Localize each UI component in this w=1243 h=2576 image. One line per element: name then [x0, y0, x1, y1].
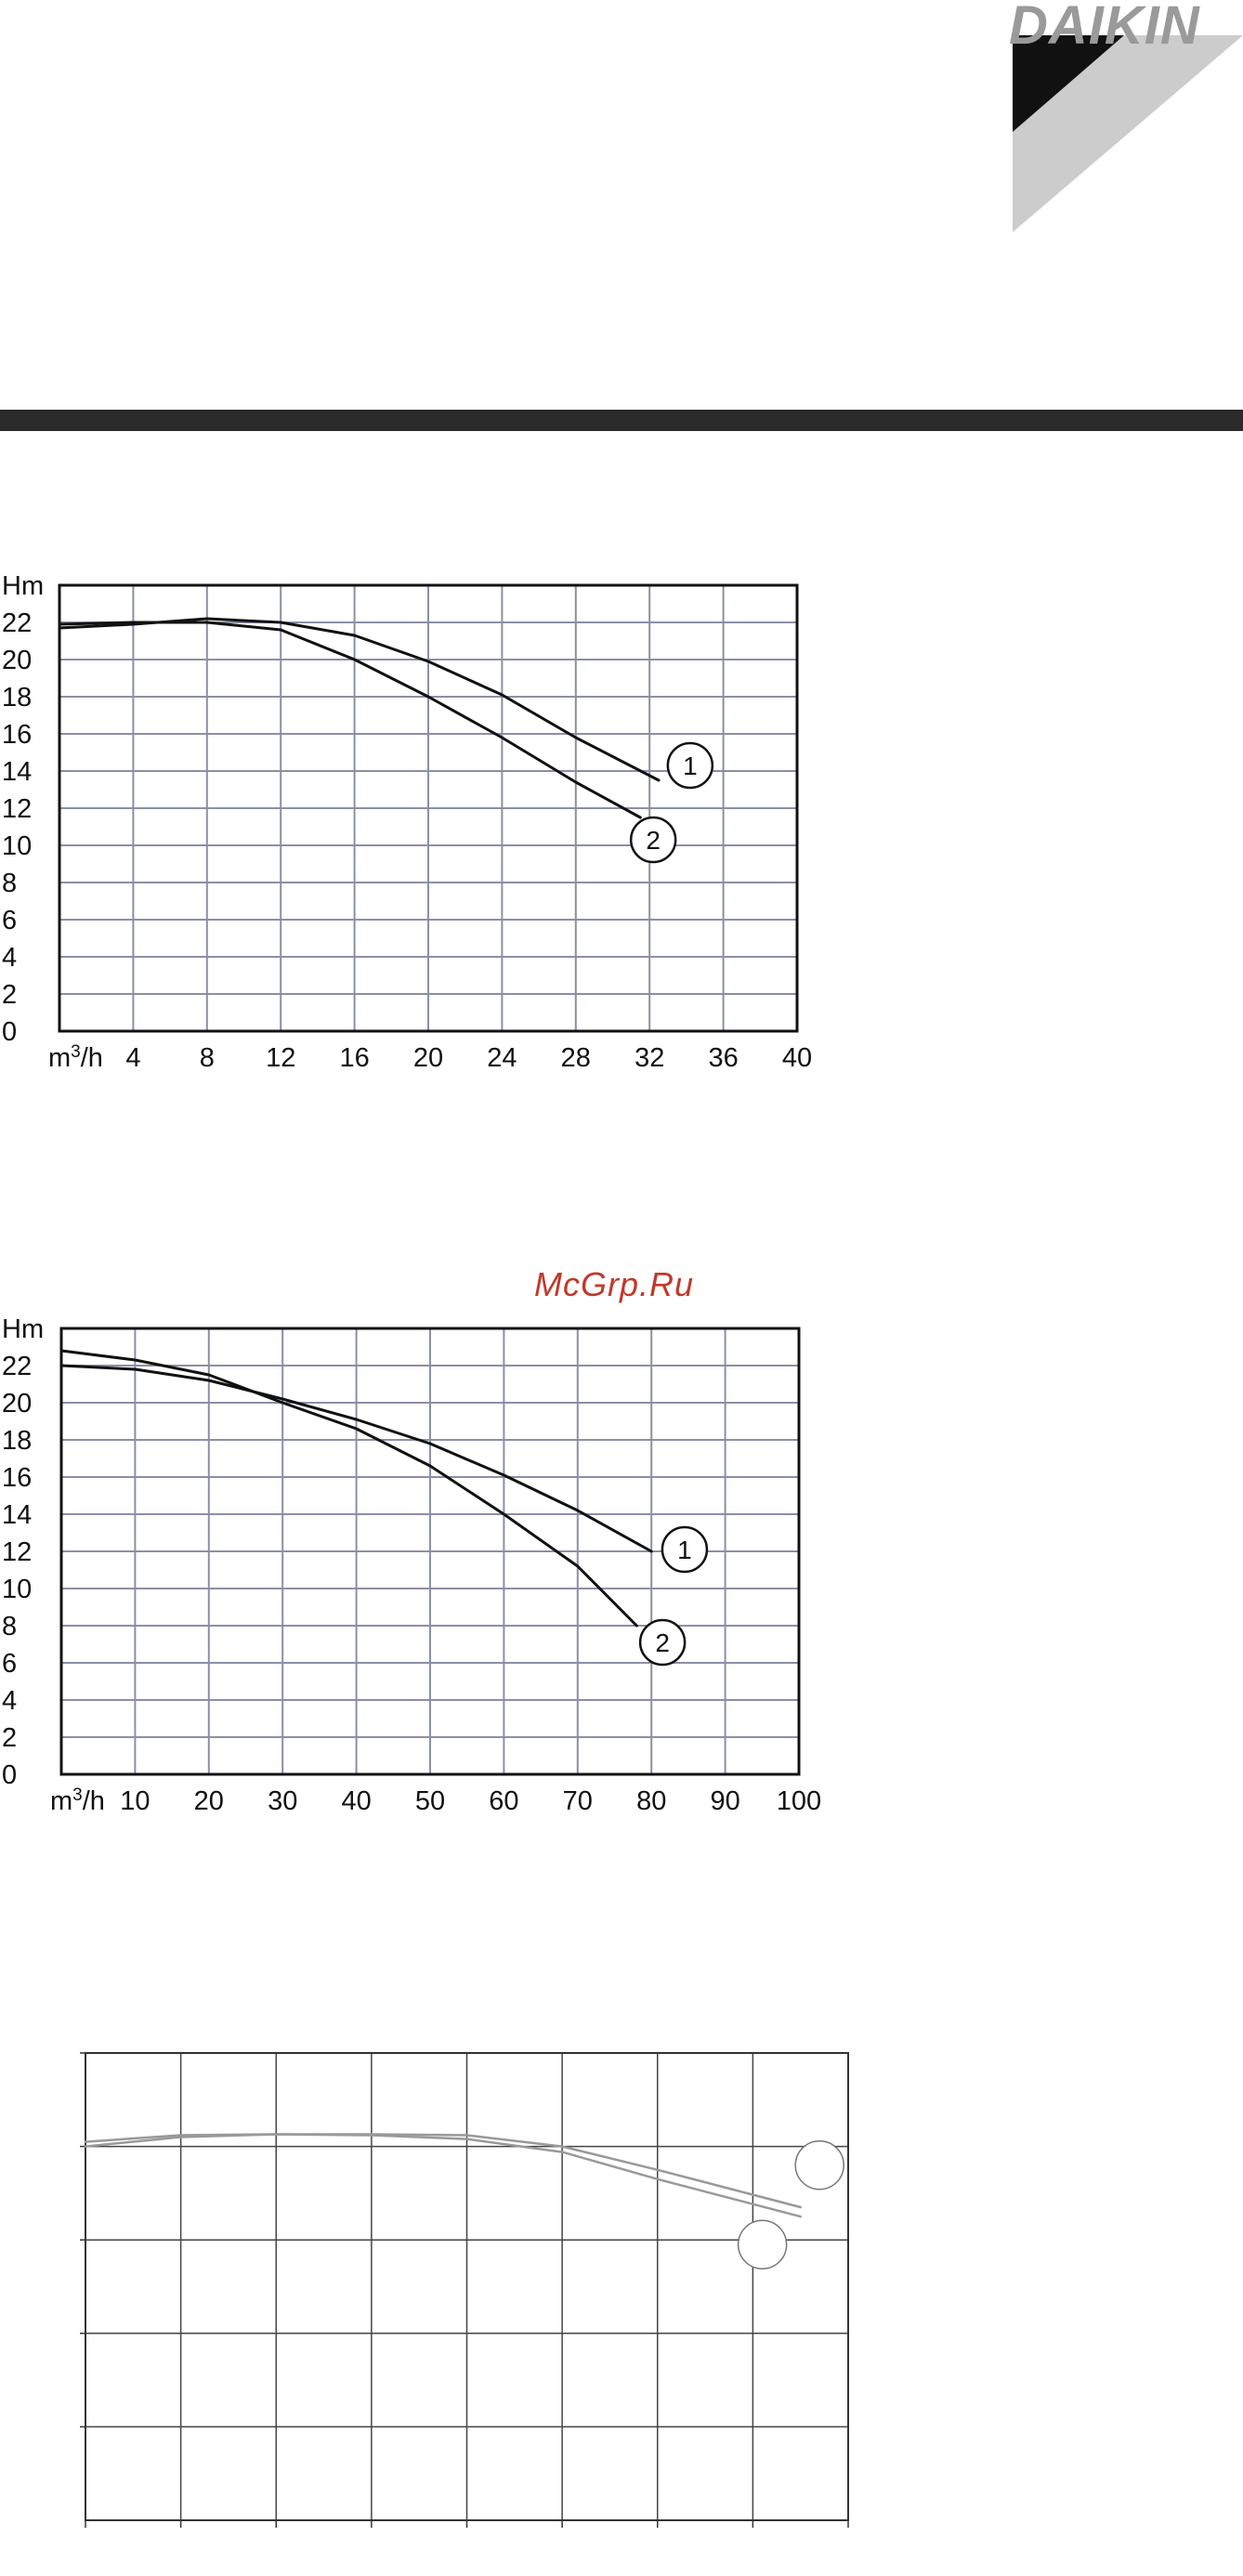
- x-tick-label: 36: [708, 1043, 738, 1073]
- series-line-2: [84, 2133, 802, 2218]
- y-tick-label: 0: [2, 1017, 17, 1047]
- curve-marker-circle: [666, 741, 714, 790]
- x-tick-label: 8: [200, 1043, 215, 1073]
- y-tick-label: 12: [2, 794, 32, 824]
- x-axis-unit-base: m: [50, 1786, 72, 1816]
- y-tick-label: 18: [2, 1426, 32, 1456]
- curve-marker-circle: [638, 1618, 687, 1667]
- x-tick-label: 16: [339, 1043, 369, 1073]
- x-tick-label: 70: [563, 1786, 593, 1816]
- x-tick-label: 80: [636, 1786, 666, 1816]
- logo-text: DAIKIN: [1009, 0, 1200, 56]
- series-line-2: [58, 621, 642, 819]
- curve-marker-circle: [737, 2219, 788, 2269]
- logo-gray-triangle: [1013, 35, 1243, 232]
- y-tick-label: 14: [2, 1500, 32, 1530]
- y-tick-label: 10: [2, 831, 32, 861]
- x-axis-unit-superscript: 3: [72, 1785, 83, 1805]
- y-tick-label: 12: [2, 1537, 32, 1567]
- series-line-2: [59, 1349, 638, 1628]
- watermark: McGrp.Ru: [534, 1265, 695, 1303]
- y-tick-label: 20: [2, 1389, 32, 1419]
- daikin-logo-mark: [1013, 35, 1243, 232]
- x-tick-label: 28: [561, 1043, 591, 1073]
- logo-black-triangle: [1013, 35, 1124, 132]
- y-tick-label: 10: [2, 1575, 32, 1604]
- y-tick-label: 22: [2, 1352, 32, 1381]
- y-tick-label: 22: [2, 608, 32, 638]
- x-axis-unit-rest: /h: [83, 1786, 105, 1816]
- x-tick-label: 40: [341, 1786, 371, 1816]
- y-tick-label: 8: [2, 869, 17, 898]
- x-tick-label: 30: [268, 1786, 297, 1816]
- x-tick-label: 40: [782, 1043, 812, 1073]
- x-tick-label: 20: [413, 1043, 443, 1073]
- x-tick-label: 32: [635, 1043, 664, 1073]
- curve-marker-label: 2: [655, 1628, 670, 1657]
- x-tick-label: 60: [489, 1786, 518, 1816]
- x-tick-label: 12: [266, 1043, 295, 1073]
- curve-marker-circle: [794, 2139, 844, 2190]
- pump-curve-chart-3: [80, 2052, 849, 2528]
- series-line-1: [58, 617, 661, 782]
- curve-marker-label: 2: [646, 826, 661, 855]
- curve-marker-label: 1: [677, 1536, 692, 1564]
- y-tick-label: 6: [2, 906, 17, 935]
- x-tick-label: 4: [125, 1043, 140, 1073]
- y-tick-label: 8: [2, 1612, 17, 1641]
- y-tick-label: 4: [2, 1686, 17, 1716]
- y-axis-label: Hm: [2, 1314, 44, 1344]
- y-tick-label: 16: [2, 1463, 32, 1493]
- y-tick-label: 16: [2, 720, 32, 750]
- x-axis-unit-base: m: [48, 1043, 71, 1073]
- x-axis-unit: m3/h: [48, 1042, 103, 1073]
- y-tick-label: 14: [2, 757, 32, 787]
- x-axis-unit: m3/h: [50, 1785, 105, 1816]
- x-tick-label: 20: [194, 1786, 224, 1816]
- curve-marker-circle: [629, 816, 677, 864]
- y-tick-label: 20: [2, 646, 32, 675]
- curve-marker-label: 1: [683, 752, 698, 780]
- series-line-1: [59, 1364, 653, 1553]
- y-tick-label: 0: [2, 1760, 17, 1790]
- daikin-logo: DAIKIN: [994, 0, 1243, 242]
- y-tick-label: 4: [2, 943, 17, 973]
- y-axis-label: Hm: [2, 571, 44, 601]
- x-tick-label: 100: [777, 1786, 821, 1816]
- y-tick-label: 6: [2, 1649, 17, 1679]
- header-bar: [0, 410, 1243, 431]
- plot-frame: [59, 1327, 801, 1776]
- curve-marker-circle: [661, 1525, 709, 1574]
- y-tick-label: 18: [2, 683, 32, 713]
- x-tick-label: 50: [415, 1786, 445, 1816]
- series-line-1: [84, 2133, 802, 2209]
- y-tick-label: 2: [2, 1723, 17, 1753]
- x-tick-label: 10: [120, 1786, 150, 1816]
- plot-frame: [58, 583, 799, 1033]
- y-tick-label: 2: [2, 980, 17, 1010]
- x-axis-unit-rest: /h: [81, 1043, 103, 1073]
- x-axis-unit-superscript: 3: [71, 1042, 81, 1062]
- x-tick-label: 24: [487, 1043, 517, 1073]
- x-tick-label: 90: [710, 1786, 739, 1816]
